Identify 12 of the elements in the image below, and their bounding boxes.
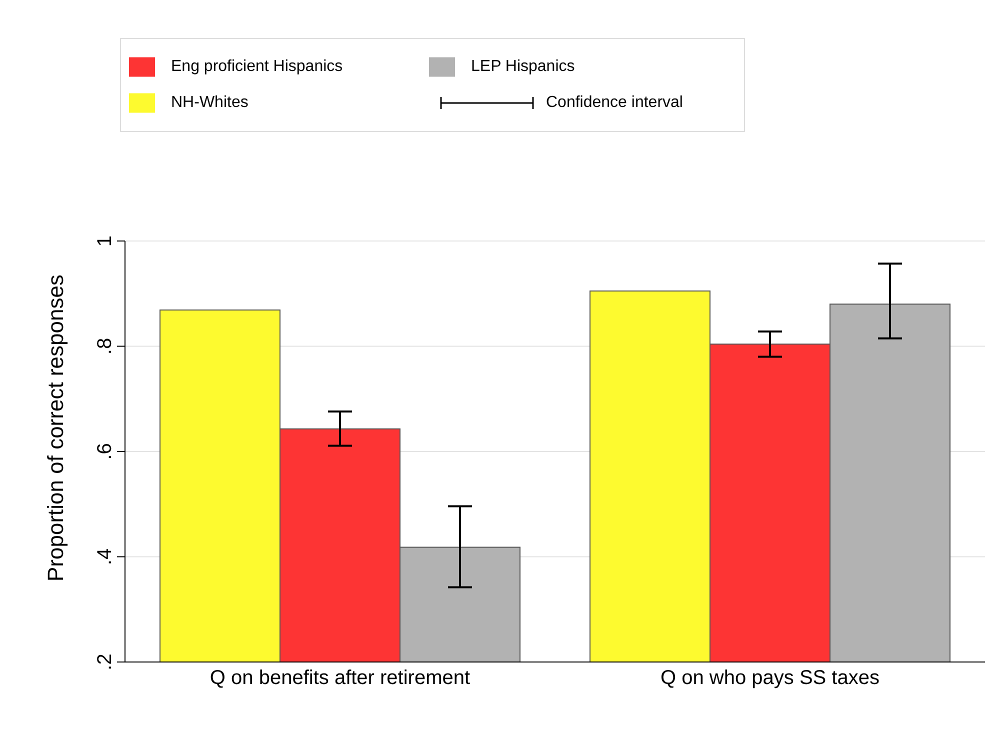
y-axis-title: Proportion of correct responses — [42, 274, 68, 582]
text: Confidence interval — [546, 94, 683, 112]
y-tick-label: 1 — [94, 235, 116, 247]
x-tick-label: Q on who pays SS taxes — [660, 667, 880, 690]
x-tick-label: Q on benefits after retirement — [210, 667, 470, 690]
legend-label: LEP Hispanics — [471, 58, 575, 75]
y-tick-label: .4 — [94, 548, 116, 566]
legend-label: NH-Whites — [171, 94, 248, 111]
legend-label: Eng proficient Hispanics — [171, 58, 343, 75]
y-tick-label: .6 — [94, 443, 116, 460]
y-tick-label: .2 — [94, 654, 116, 670]
y-tick-label: .8 — [94, 338, 116, 355]
